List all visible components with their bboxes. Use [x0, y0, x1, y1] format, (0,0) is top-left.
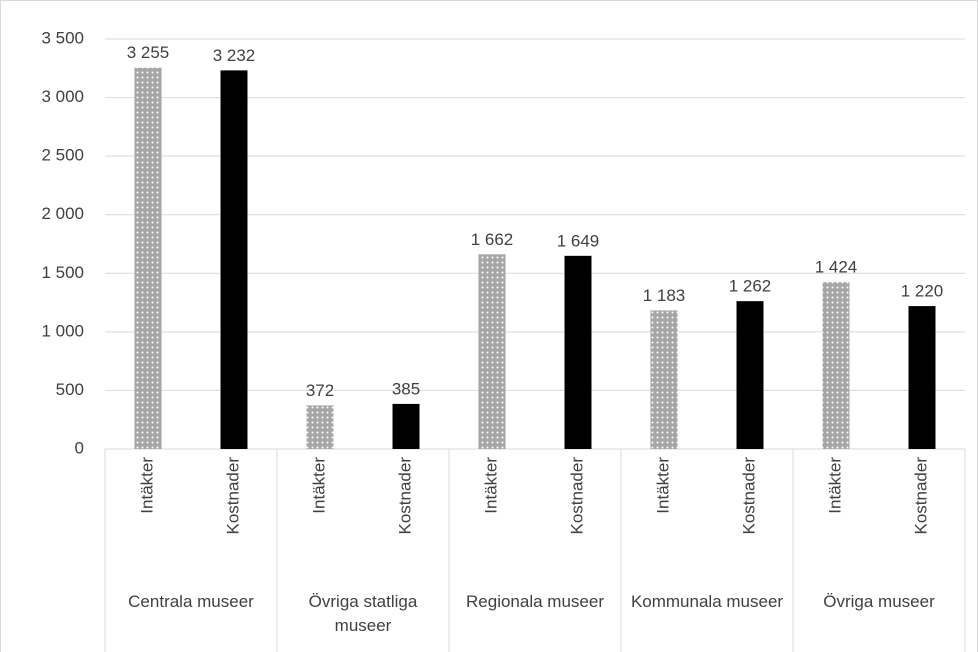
- value-label: 3 255: [127, 43, 170, 62]
- value-label: 1 424: [815, 258, 858, 277]
- bar: [736, 301, 764, 449]
- value-label: 1 183: [643, 286, 686, 305]
- sub-category-label: Kostnader: [395, 457, 414, 535]
- sub-category-label: Intäkter: [137, 457, 156, 514]
- sub-category-label: Kostnader: [739, 457, 758, 535]
- value-label: 372: [306, 381, 334, 400]
- y-tick-label: 1 500: [41, 263, 84, 282]
- sub-category-label: Kostnader: [223, 457, 242, 535]
- y-tick-label: 3 500: [41, 28, 84, 47]
- y-tick-label: 500: [56, 380, 84, 399]
- y-tick-label: 2 000: [41, 204, 84, 223]
- value-label: 1 262: [729, 277, 772, 296]
- group-label: Regionala museer: [466, 592, 604, 611]
- bar: [564, 255, 592, 449]
- value-label: 3 232: [213, 46, 256, 65]
- value-label: 1 662: [471, 230, 514, 249]
- bar: [220, 70, 248, 449]
- bar: [650, 310, 678, 449]
- group-label: Centrala museer: [128, 592, 254, 611]
- bar: [908, 306, 936, 449]
- sub-category-label: Intäkter: [481, 457, 500, 514]
- y-tick-label: 1 000: [41, 321, 84, 340]
- sub-category-label: Intäkter: [653, 457, 672, 514]
- y-tick-label: 3 000: [41, 87, 84, 106]
- bar: [134, 67, 162, 449]
- sub-category-label: Kostnader: [911, 457, 930, 535]
- sub-category-label: Intäkter: [825, 457, 844, 514]
- bar: [306, 405, 334, 449]
- sub-category-label: Kostnader: [567, 457, 586, 535]
- value-label: 1 649: [557, 231, 600, 250]
- group-label: Övriga museer: [823, 592, 935, 611]
- y-tick-label: 0: [75, 438, 84, 457]
- bar: [478, 254, 506, 449]
- bar: [822, 282, 850, 449]
- bar: [392, 403, 420, 449]
- sub-category-label: Intäkter: [309, 457, 328, 514]
- group-label: Kommunala museer: [630, 592, 784, 611]
- group-label: Övriga statliga museer: [308, 592, 418, 635]
- value-label: 1 220: [901, 282, 944, 301]
- value-label: 385: [392, 379, 420, 398]
- y-tick-label: 2 500: [41, 146, 84, 165]
